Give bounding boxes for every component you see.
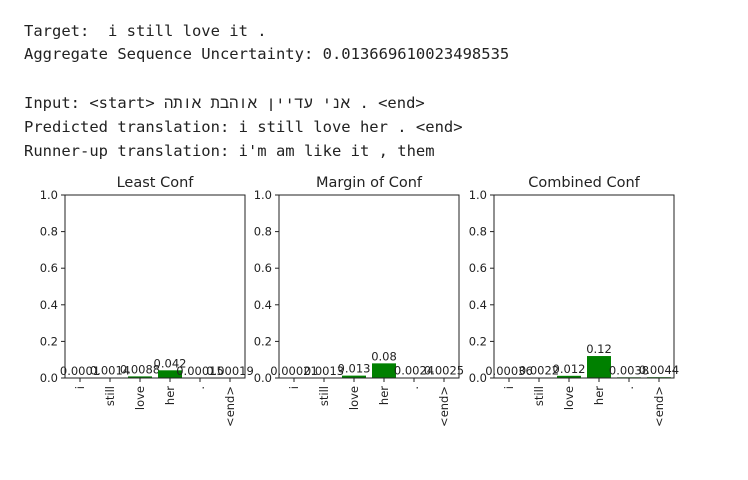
input-hebrew: אני עדיין אוהבת אותה bbox=[163, 94, 351, 112]
x-tick-label: still bbox=[532, 386, 546, 406]
x-tick-label: still bbox=[103, 386, 117, 406]
value-label: 0.013 bbox=[338, 362, 371, 376]
y-tick-label: 1.0 bbox=[254, 188, 272, 202]
x-tick-label: <end> bbox=[652, 386, 666, 427]
predicted-translation-line: Predicted translation: i still love her … bbox=[24, 118, 463, 136]
x-tick-label: i bbox=[502, 386, 516, 389]
x-tick-label: i bbox=[287, 386, 301, 389]
x-tick-label: love bbox=[133, 386, 147, 410]
x-tick-label: still bbox=[317, 386, 331, 406]
x-tick-label: her bbox=[163, 386, 177, 405]
y-tick-label: 0.4 bbox=[469, 298, 487, 312]
value-label: 0.0013 bbox=[304, 364, 344, 378]
value-label: 0.0038 bbox=[609, 363, 649, 377]
x-tick-label: . bbox=[193, 386, 207, 390]
bar bbox=[557, 375, 581, 378]
bar bbox=[158, 370, 182, 378]
chart-title: Combined Conf bbox=[528, 175, 640, 191]
value-label: 0.0022 bbox=[519, 364, 559, 378]
value-label: 0.0024 bbox=[394, 364, 434, 378]
value-label: 0.0025 bbox=[424, 364, 464, 378]
y-tick-label: 0.8 bbox=[40, 225, 58, 239]
chart-title: Margin of Conf bbox=[316, 175, 423, 191]
y-tick-label: 0.6 bbox=[254, 261, 272, 275]
chart-title: Least Conf bbox=[117, 175, 195, 191]
bar bbox=[587, 356, 611, 378]
value-label: 0.12 bbox=[586, 342, 612, 356]
y-tick-label: 0.2 bbox=[469, 334, 487, 348]
bar bbox=[372, 363, 396, 378]
plot-frame bbox=[278, 194, 460, 379]
aggregate-uncertainty-line: Aggregate Sequence Uncertainty: 0.013669… bbox=[24, 45, 510, 63]
value-label: 0.0088 bbox=[120, 362, 160, 376]
value-label: 0.00019 bbox=[206, 364, 254, 378]
plot-frame bbox=[493, 194, 675, 379]
y-tick-label: 0.0 bbox=[254, 371, 272, 385]
y-tick-label: 0.0 bbox=[469, 371, 487, 385]
x-tick-label: her bbox=[592, 386, 606, 405]
y-tick-label: 0.6 bbox=[469, 261, 487, 275]
value-label: 0.0014 bbox=[90, 364, 130, 378]
input-prefix: Input: <start> bbox=[24, 94, 164, 112]
value-label: 0.0044 bbox=[639, 363, 679, 377]
x-tick-label: love bbox=[347, 386, 361, 410]
y-tick-label: 0.2 bbox=[40, 334, 58, 348]
x-tick-label: <end> bbox=[223, 386, 237, 427]
value-label: 0.08 bbox=[371, 349, 397, 363]
y-tick-label: 0.4 bbox=[254, 298, 272, 312]
bar bbox=[128, 376, 152, 378]
y-tick-label: 0.0 bbox=[40, 371, 58, 385]
bar bbox=[342, 375, 366, 378]
x-tick-label: . bbox=[407, 386, 421, 390]
y-tick-label: 0.8 bbox=[469, 225, 487, 239]
value-label: 0.00015 bbox=[176, 364, 224, 378]
y-tick-label: 0.6 bbox=[40, 261, 58, 275]
y-tick-label: 1.0 bbox=[469, 188, 487, 202]
x-tick-label: her bbox=[377, 386, 391, 405]
runner-up-translation-line: Runner-up translation: i'm am like it , … bbox=[24, 142, 435, 160]
y-tick-label: 1.0 bbox=[40, 188, 58, 202]
input-line: Input: <start> אני עדיין אוהבת אותה . <e… bbox=[24, 94, 425, 113]
y-tick-label: 0.4 bbox=[40, 298, 58, 312]
x-tick-label: i bbox=[73, 386, 87, 389]
x-tick-label: . bbox=[622, 386, 636, 390]
value-label: 0.0001 bbox=[60, 364, 100, 378]
value-label: 0.00021 bbox=[270, 364, 318, 378]
value-label: 0.012 bbox=[553, 362, 586, 376]
target-line: Target: i still love it . bbox=[24, 22, 267, 40]
x-tick-label: love bbox=[562, 386, 576, 410]
y-tick-label: 0.8 bbox=[254, 225, 272, 239]
x-tick-label: <end> bbox=[437, 386, 451, 427]
value-label: 0.042 bbox=[154, 356, 187, 370]
value-label: 0.00036 bbox=[485, 364, 533, 378]
plot-frame bbox=[64, 194, 246, 379]
input-suffix: . <end> bbox=[350, 94, 425, 112]
y-tick-label: 0.2 bbox=[254, 334, 272, 348]
